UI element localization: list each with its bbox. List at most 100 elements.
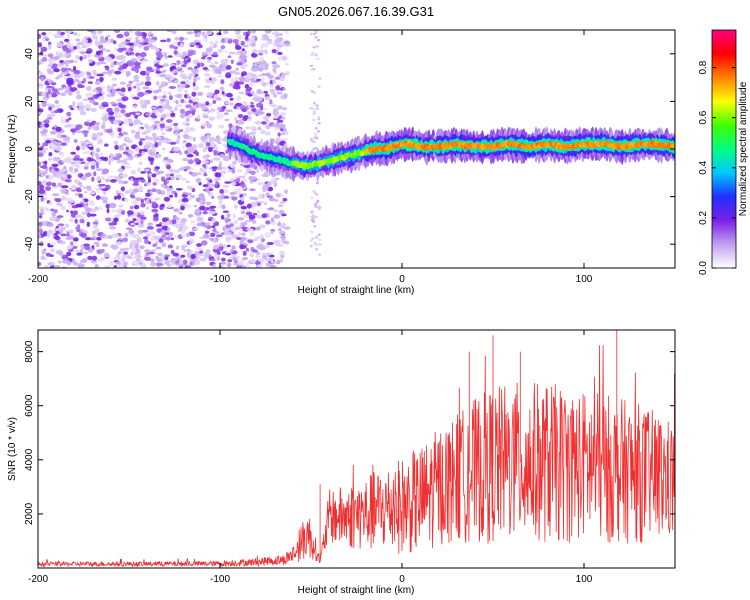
heatmap-noise-cell xyxy=(226,92,233,98)
heatmap-noise-cell xyxy=(258,49,265,54)
colorbar-label: Normalized spectral amplitude xyxy=(738,81,749,216)
heatmap-noise-cell xyxy=(161,113,167,119)
heatmap-noise-cell xyxy=(205,79,211,84)
heatmap-noise-cell xyxy=(136,259,144,263)
heatmap-noise-cell xyxy=(114,70,122,75)
heatmap-noise-cell xyxy=(260,43,265,49)
heatmap-noise-cell xyxy=(247,111,253,115)
colorbar: 0.0 0.2 0.4 0.6 0.8 Normalized spectral ampl… xyxy=(698,29,749,275)
heatmap-noise-cell xyxy=(208,210,216,215)
heatmap-noise-cell xyxy=(143,144,151,150)
heatmap-noise-cell xyxy=(264,131,271,136)
heatmap-noise-cell xyxy=(72,237,79,242)
heatmap-noise-cell xyxy=(239,58,246,63)
heatmap-noise-cell xyxy=(139,161,143,165)
heatmap-noise-cell xyxy=(84,191,88,194)
snr-y-tick-label: 2000 xyxy=(24,502,35,525)
heatmap-noise-cell xyxy=(161,51,165,55)
heatmap-noise-cell xyxy=(241,71,248,76)
heatmap-noise-cell xyxy=(226,244,231,248)
heatmap-noise-cell xyxy=(75,203,83,208)
heatmap-noise-cell xyxy=(199,250,204,254)
heatmap-noise-cell xyxy=(211,225,216,228)
heatmap-noise-cell xyxy=(242,44,249,48)
heatmap-noise-cell xyxy=(235,188,243,192)
heatmap-noise-cell xyxy=(38,229,44,234)
heatmap-noise-cell xyxy=(104,265,111,268)
heatmap-noise-cell xyxy=(144,256,151,261)
heatmap-noise-cell xyxy=(72,105,77,109)
heatmap-noise-cell xyxy=(43,36,49,39)
heatmap-noise-cell xyxy=(170,257,178,263)
heatmap-noise-cell xyxy=(76,94,82,100)
heatmap-noise-cell xyxy=(86,72,92,76)
heatmap-noise-cell xyxy=(197,114,201,120)
heatmap-noise-cell xyxy=(114,107,120,113)
heatmap-noise-cell xyxy=(154,197,161,201)
heatmap-noise-cell xyxy=(38,261,42,267)
heatmap-noise-cell xyxy=(177,228,182,232)
heatmap-noise-cell xyxy=(41,102,47,108)
spectrogram-y-ticks: -40 -20 0 20 40 xyxy=(24,48,675,251)
heatmap-noise-cell xyxy=(117,251,122,255)
heatmap-noise-cell xyxy=(97,30,103,34)
heatmap-noise-cell xyxy=(314,132,318,136)
heatmap-noise-cell xyxy=(47,58,56,64)
heatmap-noise-cell xyxy=(219,170,227,175)
heatmap-noise-cell xyxy=(138,177,144,180)
heatmap-noise-cell xyxy=(130,178,134,181)
heatmap-noise-cell xyxy=(188,72,196,77)
heatmap-noise-cell xyxy=(279,250,286,256)
heatmap-noise-cell xyxy=(73,65,77,72)
heatmap-noise-cell xyxy=(64,157,72,162)
heatmap-noise-cell xyxy=(187,159,194,165)
heatmap-noise-cell xyxy=(80,140,85,144)
heatmap-noise-cell xyxy=(318,253,322,256)
heatmap-noise-cell xyxy=(216,166,223,171)
heatmap-noise-cell xyxy=(80,142,88,147)
heatmap-noise-cell xyxy=(123,31,130,37)
heatmap-noise-cell xyxy=(272,63,277,69)
heatmap-noise-cell xyxy=(53,68,60,73)
heatmap-noise-cell xyxy=(251,30,256,34)
heatmap-noise-cell xyxy=(237,113,244,119)
heatmap-noise-cell xyxy=(217,75,223,78)
heatmap-noise-cell xyxy=(311,237,315,240)
heatmap-noise-cell xyxy=(116,112,123,116)
heatmap-noise-cell xyxy=(235,226,241,230)
heatmap-noise-cell xyxy=(277,132,281,137)
heatmap-noise-cell xyxy=(317,38,320,42)
heatmap-noise-cell xyxy=(85,92,93,98)
heatmap-noise-cell xyxy=(73,70,81,75)
heatmap-noise-cell xyxy=(121,143,127,147)
heatmap-noise-cell xyxy=(166,106,173,111)
heatmap-noise-cell xyxy=(113,265,118,268)
heatmap-noise-cell xyxy=(84,207,91,211)
heatmap-noise-cell xyxy=(210,108,216,113)
heatmap-noise-cell xyxy=(74,218,78,224)
heatmap-noise-cell xyxy=(136,153,142,157)
heatmap-noise-cell xyxy=(116,98,122,102)
heatmap-noise-cell xyxy=(184,79,191,85)
heatmap-noise-cell xyxy=(309,239,313,242)
heatmap-noise-cell xyxy=(193,204,197,208)
heatmap-noise-cell xyxy=(135,252,139,257)
heatmap-noise-cell xyxy=(205,145,209,150)
heatmap-noise-cell xyxy=(242,265,247,268)
heatmap-noise-cell xyxy=(130,222,136,226)
heatmap-noise-cell xyxy=(152,243,157,247)
heatmap-noise-cell xyxy=(273,239,281,245)
heatmap-noise-cell xyxy=(197,32,202,36)
heatmap-noise-cell xyxy=(84,245,91,251)
colorbar-ticks: 0.0 0.2 0.4 0.6 0.8 xyxy=(698,60,736,275)
heatmap-noise-cell xyxy=(271,61,277,65)
heatmap-noise-cell xyxy=(182,259,188,265)
heatmap-noise-cell xyxy=(113,256,120,261)
heatmap-noise-cell xyxy=(178,167,185,171)
heatmap-noise-cell xyxy=(145,199,150,205)
heatmap-noise-cell xyxy=(101,176,105,181)
heatmap-noise-cell xyxy=(316,199,320,203)
heatmap-noise-cell xyxy=(272,261,276,265)
heatmap-noise-cell xyxy=(169,44,175,49)
heatmap-noise-cell xyxy=(261,253,268,256)
